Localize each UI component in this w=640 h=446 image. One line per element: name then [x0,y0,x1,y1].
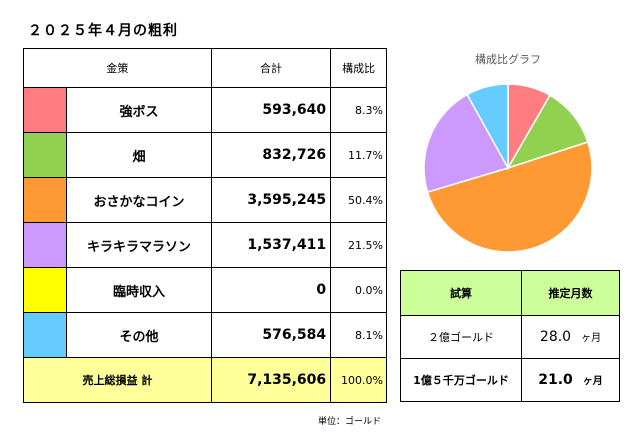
chart-title: 構成比グラフ [475,52,541,66]
table-row: 畑 832,726 11.7% [22,132,387,178]
row-name: おさかなコイン [66,177,212,223]
color-swatch [22,312,68,358]
estimate-unit: ヶ月 [581,333,602,344]
row-name: 臨時収入 [66,267,212,313]
row-amount: 576,584 [210,312,332,358]
row-amount: 593,640 [210,87,332,133]
row-amount: 0 [210,267,332,313]
page-title: ２０２５年４月の粗利 [28,23,178,39]
table-header-row: 金策 合計 構成比 [23,48,387,88]
row-name: その他 [66,312,212,358]
color-swatch [22,177,68,223]
row-ratio: 8.3% [330,87,387,133]
table-row: 臨時収入 0 0.0% [22,267,387,313]
estimate-value-cell: 21.0 ヶ月 [521,358,620,402]
estimate-row: ２億ゴールド 28.0 ヶ月 [400,315,620,359]
table-row: その他 576,584 8.1% [22,312,387,358]
row-amount: 832,726 [210,132,332,178]
row-name: 強ボス [66,87,212,133]
row-ratio: 21.5% [330,222,387,268]
total-amount: 7,135,606 [210,357,332,403]
pie-chart: 構成比グラフ [423,52,593,253]
estimate-value-cell: 28.0 ヶ月 [521,315,620,359]
header-months: 推定月数 [521,270,620,316]
pie-slice [506,94,589,170]
pie-slices [423,83,593,253]
estimate-label: ２億ゴールド [400,315,522,359]
unit-note: 単位：ゴールド [318,417,382,427]
pie-slice [423,93,510,194]
color-swatch [22,132,68,178]
row-name: キラキラマラソン [66,222,212,268]
color-swatch [22,267,68,313]
table-row: キラキラマラソン 1,537,411 21.5% [22,222,387,268]
estimate-table: 試算 推定月数 ２億ゴールド 28.0 ヶ月 1億５千万ゴールド 21.0 ヶ月 [400,270,620,402]
row-amount: 1,537,411 [210,222,332,268]
row-ratio: 8.1% [330,312,387,358]
row-ratio: 11.7% [330,132,387,178]
row-ratio: 0.0% [330,267,387,313]
estimate-value: 21.0 [538,372,573,388]
total-label: 売上総損益 計 [23,357,212,403]
header-category: 金策 [23,48,212,88]
total-ratio: 100.0% [330,357,387,403]
color-swatch [22,222,68,268]
row-amount: 3,595,245 [210,177,332,223]
estimate-unit: ヶ月 [582,376,603,387]
header-ratio: 構成比 [330,48,387,88]
table-row: おさかなコイン 3,595,245 50.4% [22,177,387,223]
pie-slice [426,141,593,253]
profit-table: 金策 合計 構成比 強ボス 593,640 8.3% 畑 832,726 11.7% おさか… [22,48,387,403]
color-swatch [22,87,68,133]
row-ratio: 50.4% [330,177,387,223]
header-estimate: 試算 [400,270,522,316]
header-total: 合計 [210,48,332,88]
estimate-label: 1億５千万ゴールド [400,358,522,402]
estimate-row: 1億５千万ゴールド 21.0 ヶ月 [400,358,620,402]
table-row: 強ボス 593,640 8.3% [22,87,387,133]
total-row: 売上総損益 計 7,135,606 100.0% [23,357,387,403]
pie-slice [466,83,509,171]
estimate-value: 28.0 [539,329,572,345]
estimate-header-row: 試算 推定月数 [400,270,620,316]
row-name: 畑 [66,132,212,178]
